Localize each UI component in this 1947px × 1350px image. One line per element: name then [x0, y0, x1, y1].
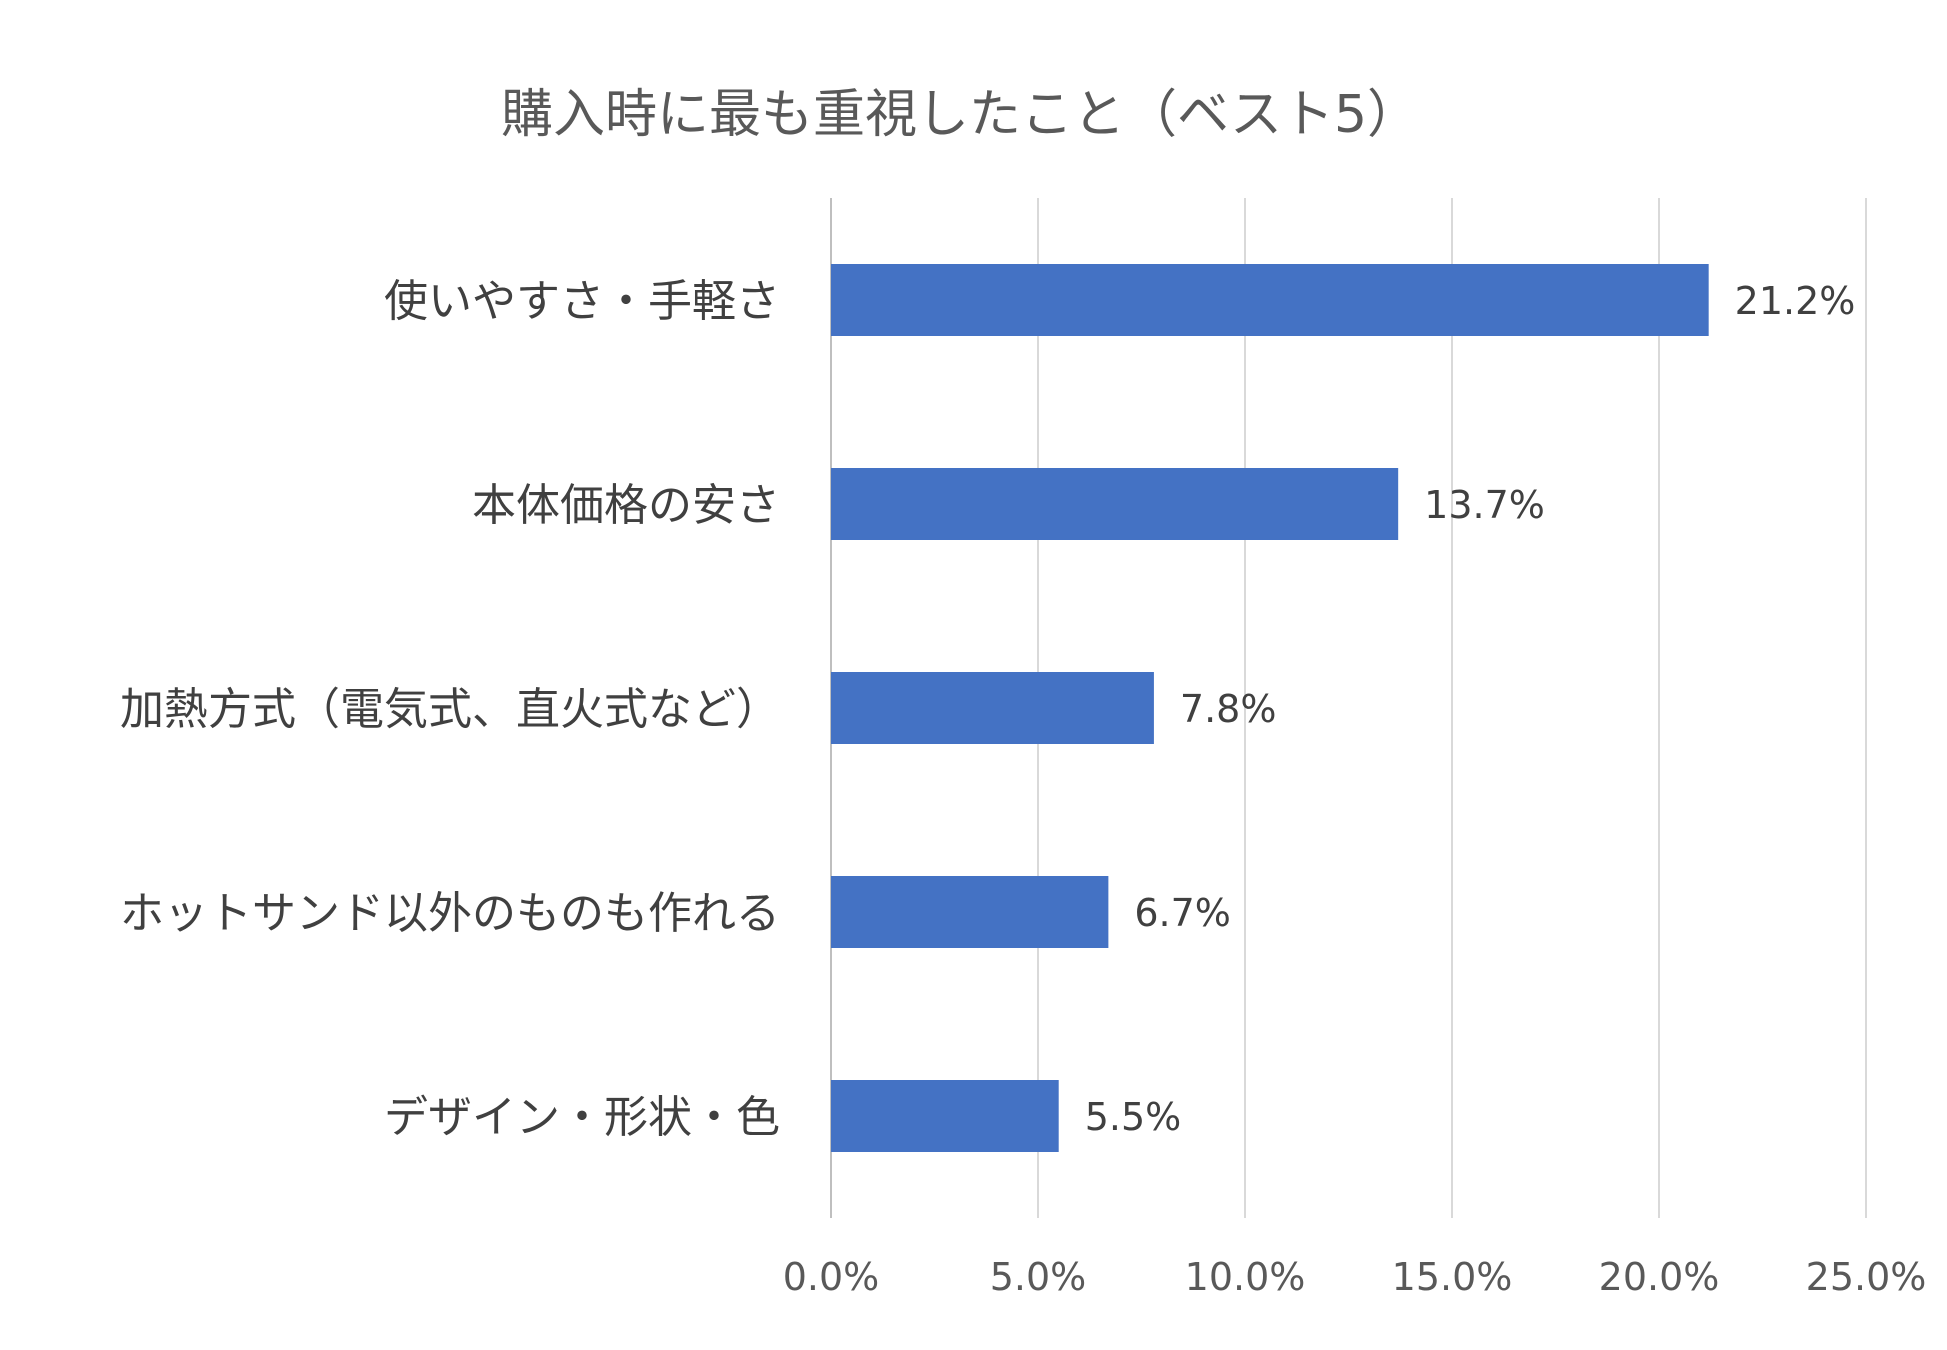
bar — [831, 264, 1709, 336]
category-label: 本体価格の安さ — [472, 480, 780, 531]
category-label: 加熱方式（電気式、直火式など） — [120, 684, 780, 735]
x-tick-labels: 0.0% 5.0% 10.0% 15.0% 20.0% 25.0% — [783, 1255, 1927, 1299]
category-label: デザイン・形状・色 — [384, 1092, 780, 1143]
data-label: 13.7% — [1424, 483, 1545, 527]
x-tick-label: 0.0% — [783, 1255, 880, 1299]
gridlines — [830, 198, 1867, 1218]
x-tick-label: 5.0% — [990, 1255, 1087, 1299]
x-tick-label: 25.0% — [1806, 1255, 1927, 1299]
value-labels: 21.2% 13.7% 7.8% 6.7% 5.5% — [1085, 279, 1856, 1139]
data-label: 6.7% — [1134, 891, 1231, 935]
category-label: ホットサンド以外のものも作れる — [120, 888, 780, 939]
x-tick-label: 15.0% — [1392, 1255, 1513, 1299]
x-tick-label: 20.0% — [1599, 1255, 1720, 1299]
bar — [831, 672, 1154, 744]
data-label: 7.8% — [1180, 687, 1277, 731]
category-label: 使いやすさ・手軽さ — [384, 276, 780, 327]
x-tick-label: 10.0% — [1185, 1255, 1306, 1299]
data-label: 5.5% — [1085, 1095, 1182, 1139]
data-label: 21.2% — [1735, 279, 1856, 323]
bar — [831, 468, 1399, 540]
bars — [831, 264, 1709, 1152]
bar — [831, 876, 1109, 948]
bar — [831, 1080, 1059, 1152]
chart-title: 購入時に最も重視したこと（ベスト5） — [501, 85, 1419, 145]
